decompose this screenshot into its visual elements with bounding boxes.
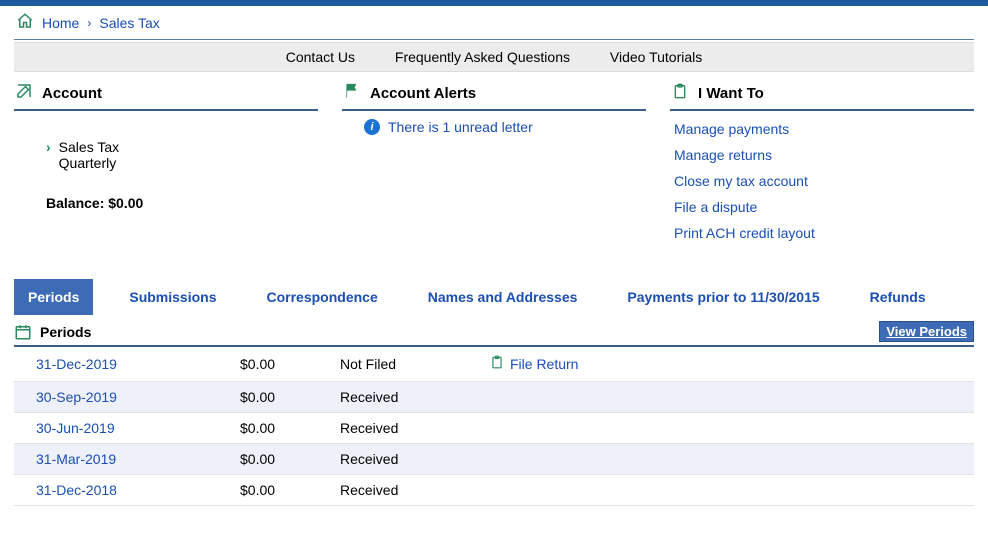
tabs: Periods Submissions Correspondence Names… (14, 279, 974, 315)
iwant-close-account[interactable]: Close my tax account (674, 173, 808, 189)
subnav-tutorials[interactable]: Video Tutorials (610, 49, 702, 65)
iwant-list: Manage payments Manage returns Close my … (670, 121, 974, 241)
period-amount: $0.00 (240, 356, 340, 372)
info-icon: i (364, 119, 380, 135)
subnav-faq[interactable]: Frequently Asked Questions (395, 49, 570, 65)
account-panel: Account › Sales Tax Quarterly Balance: $… (14, 82, 318, 251)
period-date-link[interactable]: 31-Dec-2019 (36, 356, 117, 372)
period-status: Received (340, 482, 490, 498)
iwant-manage-returns[interactable]: Manage returns (674, 147, 772, 163)
alert-unread-link[interactable]: There is 1 unread letter (388, 119, 533, 135)
iwant-panel: I Want To Manage payments Manage returns… (670, 82, 974, 251)
tab-submissions[interactable]: Submissions (115, 279, 230, 315)
balance-label: Balance: (46, 195, 108, 211)
divider (14, 39, 974, 40)
periods-section-head: Periods View Periods (14, 321, 974, 347)
flag-icon (342, 82, 362, 105)
subnav: Contact Us Frequently Asked Questions Vi… (14, 42, 974, 72)
table-row: 31-Dec-2019 $0.00 Not Filed File Return (14, 347, 974, 382)
table-row: 30-Sep-2019 $0.00 Received (14, 382, 974, 413)
period-status: Received (340, 389, 490, 405)
iwant-file-dispute[interactable]: File a dispute (674, 199, 757, 215)
iwant-manage-payments[interactable]: Manage payments (674, 121, 789, 137)
alerts-panel-head: Account Alerts (342, 82, 646, 111)
period-amount: $0.00 (240, 482, 340, 498)
period-date-link[interactable]: 30-Jun-2019 (36, 420, 115, 436)
account-type-line2: Quarterly (59, 155, 119, 171)
subnav-contact[interactable]: Contact Us (286, 49, 355, 65)
periods-grid: 31-Dec-2019 $0.00 Not Filed File Return … (14, 347, 974, 506)
view-periods-button[interactable]: View Periods (879, 321, 974, 342)
iwant-panel-head: I Want To (670, 82, 974, 111)
period-amount: $0.00 (240, 389, 340, 405)
tab-periods[interactable]: Periods (14, 279, 93, 315)
account-type: › Sales Tax Quarterly (46, 139, 318, 171)
clipboard-icon (670, 82, 690, 105)
table-row: 30-Jun-2019 $0.00 Received (14, 413, 974, 444)
breadcrumb-home[interactable]: Home (42, 15, 79, 31)
period-status: Received (340, 451, 490, 467)
clipboard-icon (490, 354, 504, 374)
edit-icon (14, 82, 34, 105)
table-row: 31-Dec-2018 $0.00 Received (14, 475, 974, 506)
iwant-title: I Want To (698, 85, 764, 102)
account-title: Account (42, 85, 102, 102)
tab-refunds[interactable]: Refunds (856, 279, 940, 315)
account-panel-head: Account (14, 82, 318, 111)
alert-row: i There is 1 unread letter (342, 119, 646, 135)
periods-title: Periods (40, 324, 91, 340)
chevron-right-icon: › (46, 139, 51, 155)
iwant-print-ach[interactable]: Print ACH credit layout (674, 225, 815, 241)
breadcrumb: Home › Sales Tax (0, 6, 988, 39)
account-type-line1: Sales Tax (59, 139, 119, 155)
alerts-panel: Account Alerts i There is 1 unread lette… (342, 82, 646, 251)
tab-correspondence[interactable]: Correspondence (253, 279, 392, 315)
period-amount: $0.00 (240, 451, 340, 467)
period-date-link[interactable]: 31-Dec-2018 (36, 482, 117, 498)
account-body: › Sales Tax Quarterly Balance: $0.00 (14, 139, 318, 211)
panels: Account › Sales Tax Quarterly Balance: $… (14, 82, 974, 251)
tab-names-addresses[interactable]: Names and Addresses (414, 279, 592, 315)
home-icon (16, 12, 34, 33)
calendar-icon (14, 323, 32, 341)
alerts-title: Account Alerts (370, 85, 476, 102)
breadcrumb-sep: › (87, 16, 91, 30)
period-status: Received (340, 420, 490, 436)
period-date-link[interactable]: 31-Mar-2019 (36, 451, 116, 467)
file-return-link[interactable]: File Return (510, 356, 578, 372)
balance-value: $0.00 (108, 195, 143, 211)
breadcrumb-current[interactable]: Sales Tax (99, 15, 159, 31)
account-balance: Balance: $0.00 (46, 195, 318, 211)
period-status: Not Filed (340, 356, 490, 372)
period-date-link[interactable]: 30-Sep-2019 (36, 389, 117, 405)
table-row: 31-Mar-2019 $0.00 Received (14, 444, 974, 475)
period-amount: $0.00 (240, 420, 340, 436)
tab-payments-prior[interactable]: Payments prior to 11/30/2015 (613, 279, 833, 315)
